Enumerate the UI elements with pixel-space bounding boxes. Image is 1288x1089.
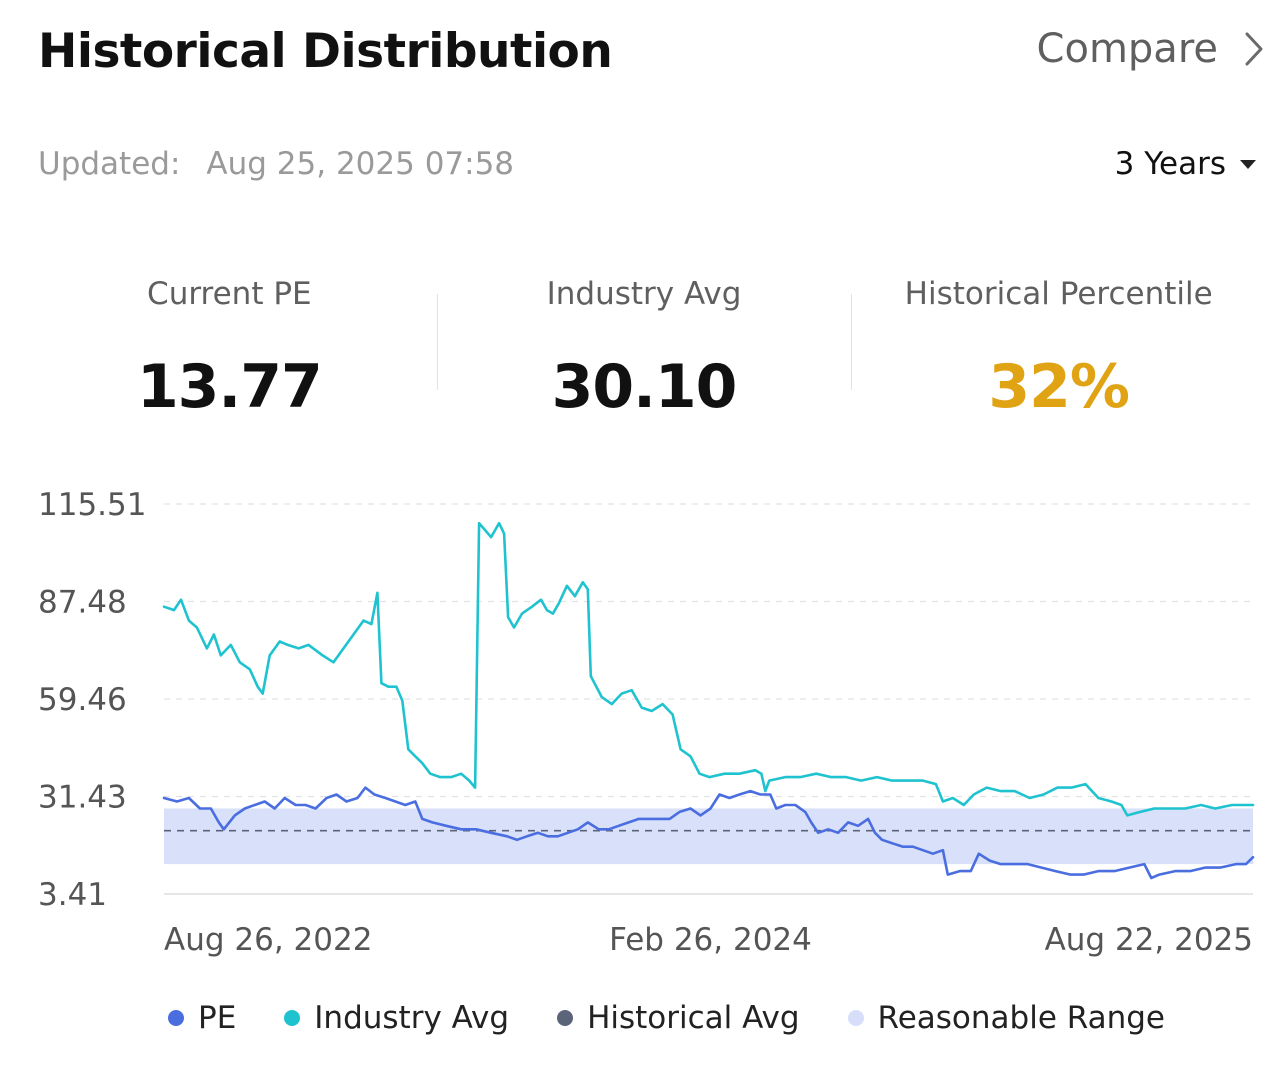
updated-timestamp: Aug 25, 2025 07:58 <box>206 146 515 182</box>
time-range-dropdown[interactable]: 3 Years <box>1115 146 1256 182</box>
legend-item-pe[interactable]: PE <box>168 1000 236 1036</box>
stat-label: Current PE <box>147 276 312 312</box>
legend-swatch <box>557 1010 574 1026</box>
chart-legend: PE Industry Avg Historical Avg Reasonabl… <box>168 1000 1165 1036</box>
industry-avg-series-line <box>162 521 1255 817</box>
stat-value: 32% <box>988 352 1130 422</box>
x-tick-label: Feb 26, 2024 <box>609 922 812 958</box>
legend-swatch <box>847 1010 864 1026</box>
legend-swatch <box>168 1010 184 1026</box>
pe-history-chart: 115.51 87.48 59.46 31.43 3.41 Aug 26, 2022 Feb… <box>38 487 1255 958</box>
updated-label: Updated: <box>38 146 181 182</box>
stat-historical-percentile: Historical Percentile 32% <box>851 276 1266 426</box>
legend-item-industry-avg[interactable]: Industry Avg <box>284 1000 509 1036</box>
legend-label: Industry Avg <box>314 1000 510 1036</box>
y-tick-label: 115.51 <box>38 487 146 523</box>
stat-value: 13.77 <box>136 352 323 422</box>
stat-divider <box>851 294 852 390</box>
stat-value: 30.10 <box>551 352 738 422</box>
stats-row: Current PE 13.77 Industry Avg 30.10 Hist… <box>22 276 1266 426</box>
stat-industry-avg: Industry Avg 30.10 <box>437 276 852 426</box>
y-tick-label: 59.46 <box>38 682 127 718</box>
stat-label: Historical Percentile <box>904 276 1213 312</box>
compare-button[interactable]: Compare <box>1037 26 1264 72</box>
chevron-right-icon <box>1245 32 1263 66</box>
compare-label: Compare <box>1036 26 1218 72</box>
legend-item-historical-avg[interactable]: Historical Avg <box>557 1000 800 1036</box>
y-tick-label: 87.48 <box>38 585 127 621</box>
y-tick-label: 31.43 <box>38 780 127 816</box>
legend-swatch <box>284 1010 301 1026</box>
updated-info: Updated: Aug 25, 2025 07:58 <box>38 146 514 182</box>
x-tick-label: Aug 22, 2025 <box>1045 922 1253 958</box>
page-title: Historical Distribution <box>38 24 613 79</box>
legend-item-reasonable-range[interactable]: Reasonable Range <box>847 1000 1165 1036</box>
y-tick-label: 3.41 <box>38 877 107 913</box>
stat-divider <box>437 294 438 390</box>
x-tick-label: Aug 26, 2022 <box>164 922 372 958</box>
reasonable-range-band <box>164 808 1253 865</box>
legend-label: Historical Avg <box>587 1000 800 1036</box>
legend-label: Reasonable Range <box>877 1000 1165 1036</box>
caret-down-icon <box>1240 159 1256 169</box>
stat-label: Industry Avg <box>546 276 742 312</box>
legend-label: PE <box>198 1000 237 1036</box>
pe-series-line <box>162 786 1255 880</box>
time-range-selected: 3 Years <box>1114 146 1226 182</box>
stat-current-pe: Current PE 13.77 <box>22 276 437 426</box>
